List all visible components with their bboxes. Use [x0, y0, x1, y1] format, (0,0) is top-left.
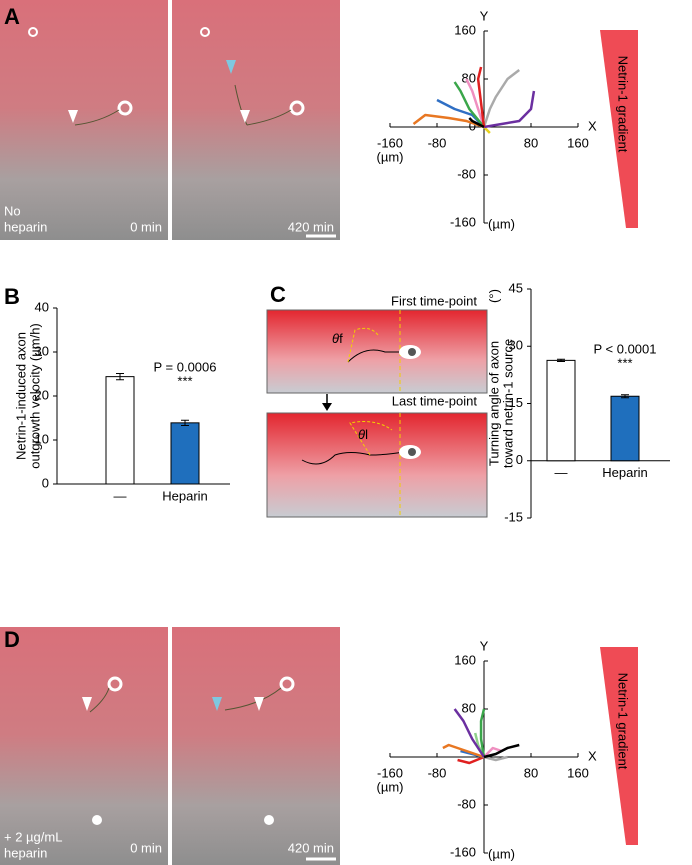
gradient-label: Netrin-1 gradient: [616, 56, 631, 153]
annotation: ***: [177, 373, 192, 388]
x-tick-label: 80: [524, 765, 538, 780]
y-tick-label: -160: [450, 844, 476, 859]
annotation: P < 0.0001: [593, 341, 656, 356]
y-axis-label: Netrin-1-induced axon: [13, 332, 28, 460]
first-label: First time-point: [391, 293, 477, 308]
trajectory: [476, 66, 486, 128]
error-bar: [116, 373, 124, 381]
y-axis-label: outgrowth velocity (µm/h): [27, 323, 42, 468]
x-axis-label: X: [588, 118, 597, 133]
y-tick-label: -160: [450, 214, 476, 229]
y-tick-label: 160: [454, 22, 476, 37]
trajectory: [482, 69, 521, 128]
error-bar: [557, 358, 565, 363]
error-bar: [181, 419, 189, 426]
trajectory: [483, 90, 536, 129]
gradient-label: Netrin-1 gradient: [616, 673, 631, 770]
trajectory: [483, 746, 503, 758]
bar: [610, 395, 640, 462]
time: 420 min: [288, 219, 334, 234]
condition: heparin: [4, 219, 47, 234]
y-tick-label: 30: [35, 343, 49, 358]
y-tick-label: 10: [35, 431, 49, 446]
y-tick-label: 45: [509, 280, 523, 295]
condition: No: [4, 203, 21, 218]
x-tick-label: 160: [567, 135, 589, 150]
theta: θ: [332, 331, 339, 346]
trajectory: [453, 708, 486, 758]
x-unit: (µm): [377, 779, 404, 794]
bar: [105, 376, 135, 485]
y-unit: (µm): [488, 216, 515, 231]
x-tick-label: 80: [524, 135, 538, 150]
trajectory: [483, 743, 520, 759]
gradient-wedge: [600, 647, 638, 845]
trajectory: [479, 708, 486, 758]
y-axis-label: toward netrin-1 source: [500, 339, 515, 468]
bar: [170, 422, 200, 485]
y-tick-label: 30: [509, 338, 523, 353]
x-tick-label: -160: [377, 765, 403, 780]
annotation: ***: [617, 355, 632, 370]
x-tick-label: —: [555, 465, 568, 480]
condition: heparin: [4, 845, 47, 860]
x-tick-label: —: [114, 488, 127, 503]
trajectory: [457, 755, 485, 765]
trajectory: [465, 78, 486, 128]
micrographs-d: [0, 627, 340, 865]
y-tick-label: 0: [469, 118, 476, 133]
x-axis-label: X: [588, 748, 597, 763]
y-tick-label: 15: [509, 395, 523, 410]
time: 0 min: [130, 840, 162, 855]
panel-letter: D: [4, 627, 20, 652]
x-unit: (µm): [377, 149, 404, 164]
panel-letter: A: [4, 4, 20, 29]
diagram: First time-point Last time-point θf θl: [266, 293, 488, 518]
trajectory: [468, 117, 485, 129]
panel-letter: B: [4, 284, 20, 309]
y-axis-unit: (°): [486, 289, 501, 303]
y-tick-label: -80: [457, 796, 476, 811]
y-axis-label: Y: [480, 638, 489, 653]
y-tick-label: 80: [462, 700, 476, 715]
y-axis-label: Turning angle of axon: [486, 341, 501, 466]
x-tick-label: Heparin: [162, 488, 208, 503]
sub-f: f: [339, 331, 343, 346]
micrographs-a: [0, 0, 340, 240]
error-bar: [621, 394, 629, 399]
y-tick-label: 160: [454, 652, 476, 667]
x-tick-label: -80: [428, 765, 447, 780]
y-tick-label: -15: [504, 509, 523, 524]
x-tick-label: Heparin: [602, 465, 648, 480]
theta-l: θl: [358, 427, 368, 442]
panel-letter: C: [270, 282, 286, 307]
time: 0 min: [130, 219, 162, 234]
x-tick-label: -80: [428, 135, 447, 150]
y-tick-label: 40: [35, 299, 49, 314]
trajectory: [483, 755, 508, 762]
sub-l: l: [365, 427, 368, 442]
y-tick-label: 80: [462, 70, 476, 85]
y-tick-label: 0: [42, 475, 49, 490]
y-unit: (µm): [488, 846, 515, 861]
y-axis-label: Y: [480, 8, 489, 23]
x-tick-label: -160: [377, 135, 403, 150]
y-tick-label: 20: [35, 387, 49, 402]
condition: + 2 µg/mL: [4, 829, 62, 844]
time: 420 min: [288, 840, 334, 855]
theta-f: θf: [332, 331, 343, 346]
last-label: Last time-point: [392, 393, 478, 408]
annotation: P = 0.0006: [153, 359, 216, 374]
x-tick-label: 160: [567, 765, 589, 780]
gradient-wedge: [600, 30, 638, 228]
trajectory: [453, 81, 485, 128]
trajectory: [412, 113, 485, 129]
y-tick-label: -80: [457, 166, 476, 181]
y-tick-label: 0: [516, 452, 523, 467]
bar: [546, 359, 576, 462]
theta: θ: [358, 427, 365, 442]
trajectory: [442, 743, 485, 759]
